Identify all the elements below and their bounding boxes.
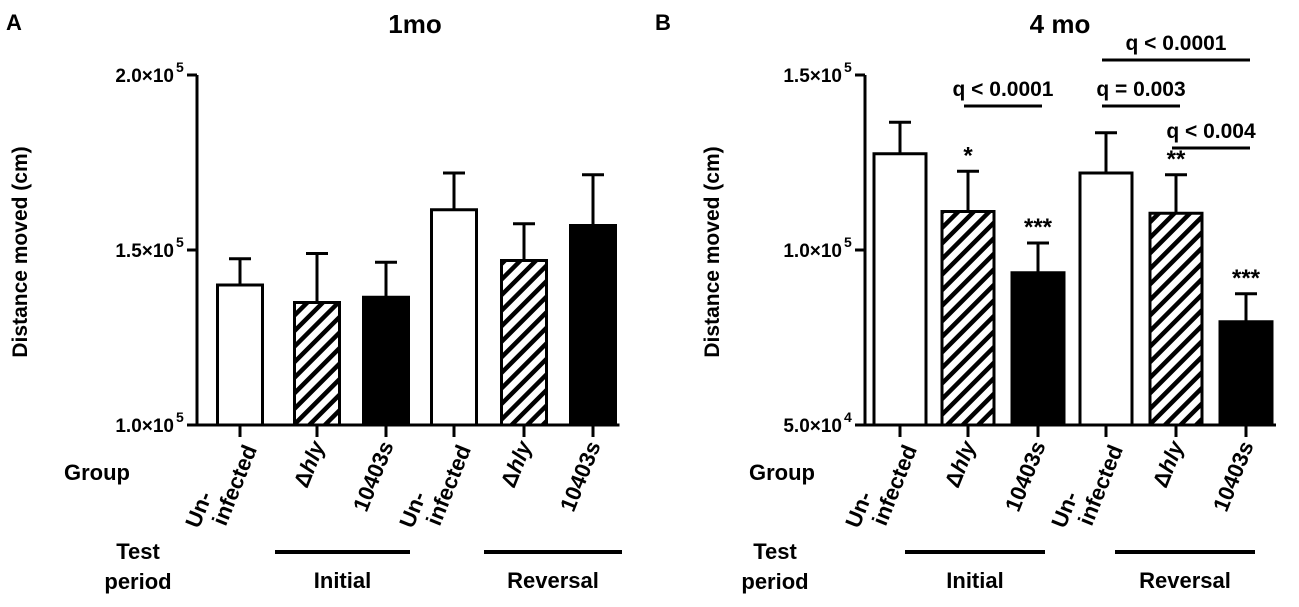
panel-b: B 4 mo Distance moved (cm) Group Test pe… (655, 9, 1276, 594)
category-label: Un-infected (1046, 441, 1128, 531)
significance-label: q < 0.0001 (953, 78, 1054, 101)
period-label: Reversal (507, 568, 599, 593)
category-label: Un-infected (840, 441, 922, 531)
y-tick-exponent: 5 (844, 234, 852, 250)
y-tick-label: 1.0×10 (783, 241, 842, 262)
category-label-text: Δhly (289, 436, 331, 491)
bar (500, 259, 548, 427)
category-label: Δhly (496, 436, 538, 491)
category-label-text: 10403s (1208, 438, 1259, 515)
category-label-text: 10403s (555, 438, 606, 515)
y-tick-label: 1.5×10 (783, 66, 842, 87)
significance-stars: ** (1167, 146, 1186, 173)
category-label-line2: infected (421, 441, 476, 529)
significance-stars: *** (1024, 214, 1053, 241)
panel-a: A 1mo Distance moved (cm) Group Test per… (6, 9, 622, 594)
period-label: Initial (314, 568, 371, 593)
y-tick-label: 5.0×10 (783, 416, 842, 437)
y-tick-exponent: 5 (176, 409, 184, 425)
test-period-label-line2: period (741, 569, 808, 594)
y-axis-label: Distance moved (cm) (9, 146, 32, 357)
significance-label: q = 0.003 (1096, 78, 1185, 101)
y-tick-exponent: 5 (176, 59, 184, 75)
bar (872, 152, 928, 427)
category-label-text: Δhly (940, 436, 982, 491)
category-label: 10403s (1000, 438, 1051, 515)
chart-title: 1mo (388, 9, 441, 39)
group-row-label: Group (749, 460, 815, 485)
bar (569, 224, 617, 427)
bar (216, 283, 264, 427)
category-label-line2: infected (1073, 441, 1128, 529)
period-label: Initial (946, 568, 1003, 593)
y-tick-exponent: 5 (844, 59, 852, 75)
significance-label: q < 0.0001 (1126, 32, 1227, 55)
significance-label: q < 0.004 (1166, 120, 1256, 143)
bar (940, 210, 996, 427)
group-row-label: Group (64, 460, 130, 485)
test-period-label-line1: Test (753, 539, 797, 564)
bar (430, 208, 478, 427)
category-label-text: Δhly (1148, 436, 1190, 491)
bar (1218, 320, 1274, 427)
y-tick-label: 1.5×10 (115, 241, 174, 262)
bar (1078, 171, 1134, 427)
chart-title: 4 mo (1030, 9, 1091, 39)
y-tick-exponent: 5 (176, 234, 184, 250)
category-label: Δhly (940, 436, 982, 491)
category-label-text: 10403s (348, 438, 399, 515)
y-axis-label: Distance moved (cm) (701, 146, 724, 357)
category-label: 10403s (555, 438, 606, 515)
category-label: 10403s (348, 438, 399, 515)
bar (293, 301, 341, 427)
category-label-text: 10403s (1000, 438, 1051, 515)
category-label-line2: infected (207, 441, 262, 529)
period-label: Reversal (1139, 568, 1231, 593)
category-label-text: Δhly (496, 436, 538, 491)
y-tick-label: 2.0×10 (115, 66, 174, 87)
y-tick-exponent: 4 (844, 409, 852, 425)
bar (1010, 271, 1066, 427)
category-label: Δhly (1148, 436, 1190, 491)
y-tick-label: 1.0×10 (115, 416, 174, 437)
significance-stars: *** (1232, 265, 1261, 292)
bar (1148, 211, 1204, 427)
category-label: 10403s (1208, 438, 1259, 515)
panel-letter: B (655, 10, 671, 35)
test-period-label-line1: Test (116, 539, 160, 564)
category-label-line2: infected (867, 441, 922, 529)
bar (362, 295, 410, 427)
category-label: Un-infected (180, 441, 262, 531)
category-label: Un-infected (394, 441, 476, 531)
category-label: Δhly (289, 436, 331, 491)
panel-letter: A (6, 10, 22, 35)
significance-stars: * (963, 142, 973, 169)
test-period-label-line2: period (104, 569, 171, 594)
